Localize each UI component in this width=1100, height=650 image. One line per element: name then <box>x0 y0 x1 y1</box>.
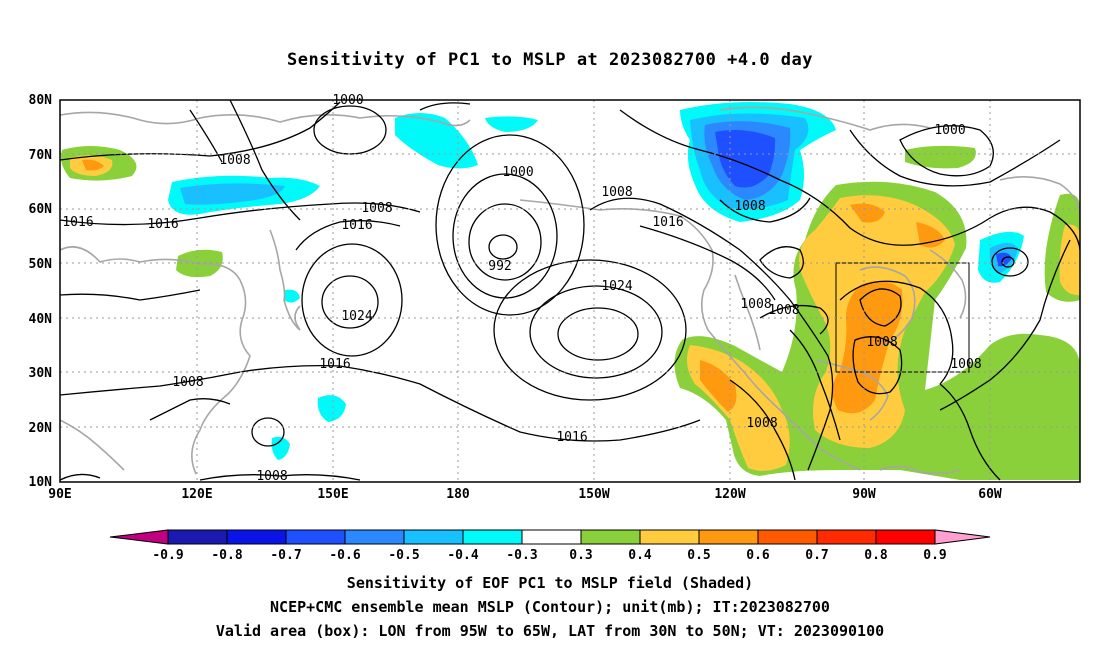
caption-line-3: Valid area (box): LON from 95W to 65W, L… <box>215 622 885 640</box>
contour-label: 1024 <box>341 309 372 324</box>
colorbar-swatch <box>403 529 464 545</box>
lon-label: 150W <box>578 487 609 502</box>
colorbar-tick-label: 0.3 <box>569 548 592 563</box>
colorbar-swatch <box>816 529 877 545</box>
lon-label: 90E <box>48 487 71 502</box>
shade-green <box>905 145 976 169</box>
contour-label: 1008 <box>768 303 799 318</box>
contour-label: 1008 <box>746 416 777 431</box>
colorbar-arrow-right <box>934 529 991 545</box>
colorbar-tick-label: 0.6 <box>746 548 770 563</box>
colorbar-tick-label: 0.7 <box>805 548 828 563</box>
contour-label: 992 <box>488 259 511 274</box>
contour-label: 1000 <box>502 165 533 180</box>
shade-cyan <box>485 116 538 132</box>
shade-cyan <box>317 395 346 422</box>
contour-label: 1008 <box>950 357 981 372</box>
lat-label: 80N <box>29 93 53 108</box>
contour-label: 1016 <box>341 218 372 233</box>
colorbar: -0.9 -0.8 -0.7 -0.6 -0.5 -0.4 -0.3 0.3 0.4 0.5 0.6… <box>109 529 991 563</box>
lon-label: 120W <box>714 487 745 502</box>
colorbar-swatch <box>698 529 759 545</box>
gridlines <box>60 100 1080 482</box>
contour-label: 1008 <box>601 185 632 200</box>
caption-line-1: Sensitivity of EOF PC1 to MSLP field (Sh… <box>346 574 754 592</box>
chart-title: Sensitivity of PC1 to MSLP at 2023082700… <box>286 50 813 70</box>
colorbar-swatch <box>226 529 287 545</box>
contour-layer <box>60 100 1080 481</box>
colorbar-tick-label: -0.8 <box>211 548 242 563</box>
colorbar-swatch <box>167 529 228 545</box>
lat-label: 50N <box>29 257 53 272</box>
longitude-axis: 90E 120E 150E 180 150W 120W 90W 60W <box>48 487 1002 502</box>
contour-label: 1016 <box>556 430 587 445</box>
contour-label: 1008 <box>219 153 250 168</box>
contour-label: 1008 <box>740 297 771 312</box>
colorbar-tick-label: -0.5 <box>388 548 419 563</box>
lat-label: 10N <box>29 475 53 490</box>
shade-lightblue <box>180 183 285 205</box>
colorbar-swatch <box>580 529 641 545</box>
caption-line-2: NCEP+CMC ensemble mean MSLP (Contour); u… <box>270 598 830 616</box>
colorbar-swatch <box>757 529 818 545</box>
colorbar-swatch <box>285 529 346 545</box>
lon-label: 180 <box>446 487 470 502</box>
contour-label: 1008 <box>361 201 392 216</box>
shade-orange <box>850 203 885 223</box>
contour-label: 1000 <box>934 123 965 138</box>
shade-cyan <box>284 289 300 303</box>
colorbar-tick-label: 0.9 <box>923 548 946 563</box>
lon-label: 60W <box>978 487 1002 502</box>
shade-yellow <box>1059 224 1080 296</box>
lat-label: 20N <box>29 421 53 436</box>
colorbar-swatch <box>344 529 405 545</box>
lat-label: 30N <box>29 366 53 381</box>
shading-layer <box>61 102 1080 480</box>
colorbar-tick-label: -0.7 <box>270 548 301 563</box>
map-frame <box>59 99 1081 483</box>
colorbar-tick-label: -0.9 <box>152 548 183 563</box>
contour-label: 1008 <box>172 375 203 390</box>
contour-label: 1008 <box>256 469 287 484</box>
colorbar-tick-label: 0.4 <box>628 548 652 563</box>
colorbar-arrow-left <box>109 529 169 545</box>
colorbar-swatch <box>639 529 700 545</box>
contour-label: 1008 <box>866 335 897 350</box>
colorbar-tick-label: -0.4 <box>447 548 478 563</box>
shade-orange <box>82 159 104 171</box>
colorbar-swatch <box>521 529 582 545</box>
shade-orange <box>832 281 903 414</box>
colorbar-swatch <box>875 529 936 545</box>
contour-label: 1016 <box>62 215 93 230</box>
coastline-layer <box>60 106 1080 475</box>
contour-label: 1016 <box>652 215 683 230</box>
lon-label: 120E <box>181 487 212 502</box>
shade-cyan <box>271 436 290 460</box>
contour-label: 1016 <box>147 217 178 232</box>
colorbar-tick-label: 0.8 <box>864 548 888 563</box>
lon-label: 150E <box>317 487 348 502</box>
lat-label: 70N <box>29 148 53 163</box>
lat-label: 40N <box>29 312 53 327</box>
contour-label: 1024 <box>601 279 632 294</box>
lat-label: 60N <box>29 202 53 217</box>
contour-label: 1016 <box>319 357 350 372</box>
lon-label: 90W <box>852 487 876 502</box>
latitude-axis: 80N 70N 60N 50N 40N 30N 20N 10N <box>29 93 53 490</box>
shade-orange <box>700 360 737 412</box>
contour-label: 1008 <box>734 199 765 214</box>
shade-cyan <box>395 113 478 169</box>
colorbar-swatch <box>462 529 523 545</box>
colorbar-tick-label: -0.6 <box>329 548 360 563</box>
colorbar-tick-label: 0.5 <box>687 548 710 563</box>
colorbar-tick-label: -0.3 <box>506 548 537 563</box>
